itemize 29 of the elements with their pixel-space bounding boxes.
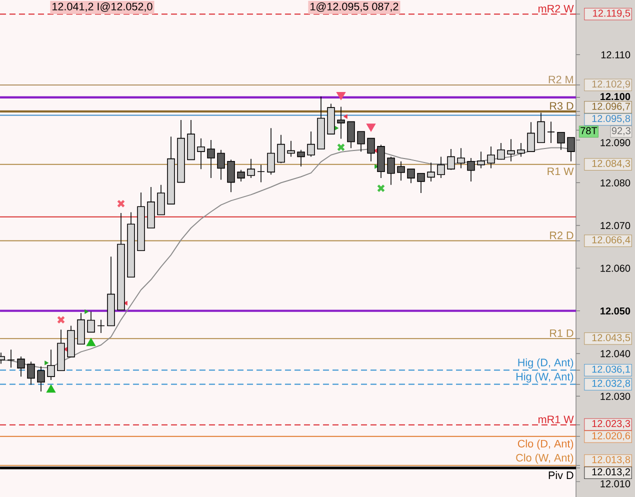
y-tick-label: 12.060 (600, 264, 630, 272)
ref-line-label: R2 D (550, 232, 574, 240)
annotation: 1@12.095,5 087,2 (310, 2, 398, 12)
annotation: 12.041,2 I@12.052,0 (52, 2, 152, 12)
y-tick-label: 12.030 (600, 392, 630, 400)
ref-line-label: Hig (D, Ant) (518, 358, 574, 368)
y-tick-label: 12.084,3 (592, 160, 630, 168)
y-tick-label: 12.043,5 (592, 334, 630, 342)
text: 92,3 (612, 127, 630, 136)
y-tick-label: 12.050 (600, 307, 630, 315)
ref-line-label: Hig (W, Ant) (516, 372, 574, 383)
y-tick-label: 12.010 (600, 480, 630, 488)
y-tick-label: 12.066,4 (592, 236, 630, 245)
y-tick-label: 12.110 (601, 51, 630, 58)
ref-line-label: mR2 W (538, 4, 574, 12)
ref-line-label: Piv D (548, 471, 574, 479)
ref-line-label: mR1 W (538, 416, 574, 424)
text: 78T (580, 127, 598, 134)
y-tick-label: 12.090 (600, 139, 630, 146)
ref-line-label: R1 D (550, 329, 574, 337)
ref-line-label: Clo (W, Ant) (516, 454, 574, 464)
ref-line-label: R3 D (550, 102, 574, 110)
y-tick-label: 12.100 (600, 93, 630, 100)
y-tick-label: 12.040 (600, 350, 630, 358)
ref-line-label: R1 W (548, 168, 574, 176)
ref-line-label: R2 M (548, 76, 573, 84)
y-tick-label: 12.080 (600, 179, 630, 186)
y-tick-label: 12.070 (600, 222, 630, 230)
ref-line-label: Clo (D, Ant) (518, 440, 574, 450)
